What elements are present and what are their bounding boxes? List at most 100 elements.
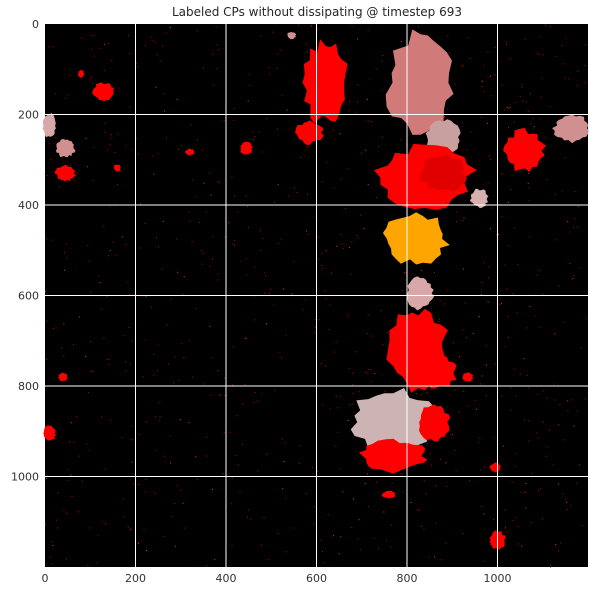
speckle-dot [153, 374, 155, 376]
speckle-dot [418, 26, 419, 28]
speckle-dot [501, 303, 503, 305]
speckle-dot [90, 76, 92, 78]
speckle-dot [339, 468, 341, 470]
speckle-dot [223, 120, 225, 122]
speckle-dot [524, 491, 526, 493]
speckle-dot [257, 400, 258, 402]
speckle-dot [378, 146, 379, 148]
speckle-dot [490, 544, 492, 546]
speckle-dot [141, 295, 143, 297]
speckle-dot [510, 387, 512, 389]
speckle-dot [155, 86, 157, 88]
speckle-dot [480, 117, 482, 118]
speckle-dot [443, 116, 445, 118]
speckle-dot [87, 564, 89, 566]
speckle-dot [260, 544, 262, 546]
speckle-dot [584, 82, 586, 84]
speckle-dot [112, 241, 114, 243]
speckle-dot [63, 509, 65, 511]
speckle-dot [402, 491, 404, 493]
speckle-dot [512, 520, 514, 522]
speckle-dot [166, 137, 167, 139]
speckle-dot [507, 316, 509, 317]
speckle-dot [69, 74, 71, 76]
speckle-dot [123, 516, 125, 518]
speckle-dot [127, 282, 129, 284]
speckle-dot [554, 193, 556, 195]
speckle-dot [360, 152, 362, 154]
speckle-dot [521, 86, 523, 88]
speckle-dot [312, 467, 314, 469]
region-red [77, 69, 85, 78]
speckle-dot [526, 374, 528, 376]
speckle-dot [367, 506, 369, 508]
region-rose-light [552, 114, 589, 144]
speckle-dot [218, 49, 220, 51]
speckle-dot [469, 58, 471, 59]
speckle-dot [274, 389, 276, 391]
speckle-dot [585, 398, 587, 400]
speckle-dot [524, 419, 526, 421]
speckle-dot [357, 237, 359, 239]
speckle-dot [381, 60, 383, 62]
speckle-dot [115, 254, 117, 256]
region-red [113, 164, 121, 172]
speckle-dot [569, 231, 571, 233]
speckle-dot [508, 127, 509, 128]
y-tick-label: 800 [18, 380, 39, 393]
speckle-dot [356, 235, 358, 236]
speckle-dot [359, 549, 361, 551]
speckle-dot [428, 556, 430, 558]
speckle-dot [578, 205, 580, 207]
speckle-dot [427, 392, 428, 394]
speckle-dot [337, 431, 339, 433]
speckle-dot [66, 257, 68, 259]
speckle-dot [517, 525, 519, 527]
speckle-dot [310, 25, 312, 27]
speckle-dot [564, 157, 566, 159]
speckle-dot [519, 373, 521, 375]
speckle-dot [462, 219, 464, 221]
speckle-dot [335, 341, 337, 343]
speckle-dot [423, 480, 425, 482]
speckle-dot [129, 52, 131, 54]
speckle-dot [382, 344, 384, 346]
speckle-dot [470, 131, 472, 133]
speckle-dot [380, 310, 382, 311]
speckle-dot [352, 403, 354, 405]
speckle-dot [504, 509, 506, 511]
speckle-dot [350, 273, 352, 275]
x-tick-label: 600 [306, 572, 327, 585]
speckle-dot [533, 126, 535, 128]
speckle-dot [515, 453, 517, 455]
speckle-dot [329, 408, 331, 410]
speckle-dot [183, 357, 185, 359]
speckle-dot [281, 357, 283, 359]
speckle-dot [485, 345, 487, 347]
speckle-dot [138, 484, 140, 486]
speckle-dot [91, 82, 93, 84]
speckle-dot [135, 138, 137, 140]
speckle-dot [140, 203, 141, 205]
speckle-dot [73, 441, 75, 443]
speckle-dot [548, 429, 550, 431]
speckle-dot [222, 473, 224, 475]
speckle-dot [558, 424, 560, 425]
speckle-dot [386, 540, 388, 542]
speckle-dot [280, 238, 282, 240]
speckle-dot [515, 395, 517, 397]
speckle-dot [467, 405, 469, 407]
speckle-dot [501, 215, 503, 217]
speckle-dot [340, 178, 342, 180]
speckle-dot [146, 550, 147, 552]
speckle-dot [59, 186, 61, 188]
speckle-dot [285, 334, 287, 336]
speckle-dot [349, 247, 350, 249]
speckle-dot [179, 419, 181, 421]
speckle-dot [101, 416, 102, 418]
speckle-dot [231, 545, 233, 547]
speckle-dot [347, 68, 348, 70]
speckle-dot [224, 236, 226, 238]
speckle-dot [317, 236, 319, 238]
speckle-dot [495, 47, 497, 49]
